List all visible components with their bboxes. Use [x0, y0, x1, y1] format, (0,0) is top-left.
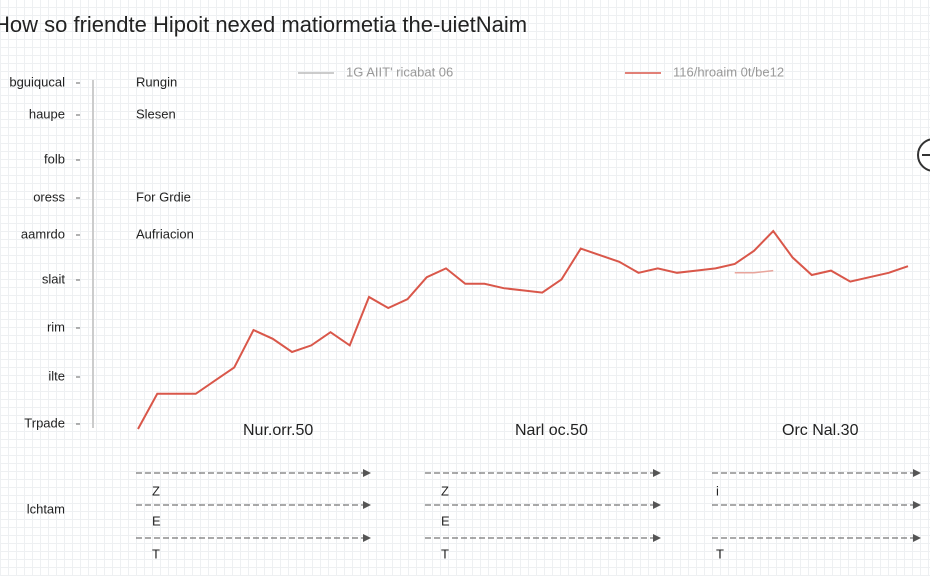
side-label: haupe	[29, 106, 65, 121]
chart-title: How so friendte Hipoit nexed matiormetia…	[0, 12, 527, 37]
side-label: slait	[42, 271, 66, 286]
annotation: Orc Nal.30	[782, 422, 859, 439]
row-label: T	[441, 546, 449, 561]
side-label: bguiqucal	[9, 74, 65, 89]
row-label: T	[152, 546, 160, 561]
side-label: lchtam	[27, 501, 65, 516]
side-label: Trpade	[24, 415, 65, 430]
annotation: Nur.orr.50	[243, 422, 313, 439]
row-label: Z	[441, 483, 449, 498]
annotation: Narl oc.50	[515, 422, 588, 439]
series-line	[734, 269, 774, 274]
side-label: rim	[47, 319, 65, 334]
legend-label: 1G AIIT' ricabat 06	[346, 64, 453, 79]
row-label: E	[441, 513, 450, 528]
plot: 1G AIIT' ricabat 06 116/hroaim 0t/be12	[137, 64, 909, 430]
legend-label: 116/hroaim 0t/be12	[673, 64, 784, 79]
row-label: T	[716, 546, 724, 561]
panel-label: Aufriacion	[136, 226, 194, 241]
panel-label: Rungin	[136, 74, 177, 89]
panel-label: For Grdie	[136, 189, 191, 204]
row-label: Z	[152, 483, 160, 498]
row-label: i	[716, 483, 719, 498]
row-label: E	[152, 513, 161, 528]
panel-label: Slesen	[136, 106, 176, 121]
side-label: oress	[33, 189, 65, 204]
side-labels: bguiqucal haupe folb oress aamrdo slait rim ilt…	[9, 74, 193, 516]
series-line	[137, 229, 909, 430]
side-label: aamrdo	[21, 226, 65, 241]
side-label: ilte	[48, 368, 65, 383]
side-label: folb	[44, 151, 65, 166]
